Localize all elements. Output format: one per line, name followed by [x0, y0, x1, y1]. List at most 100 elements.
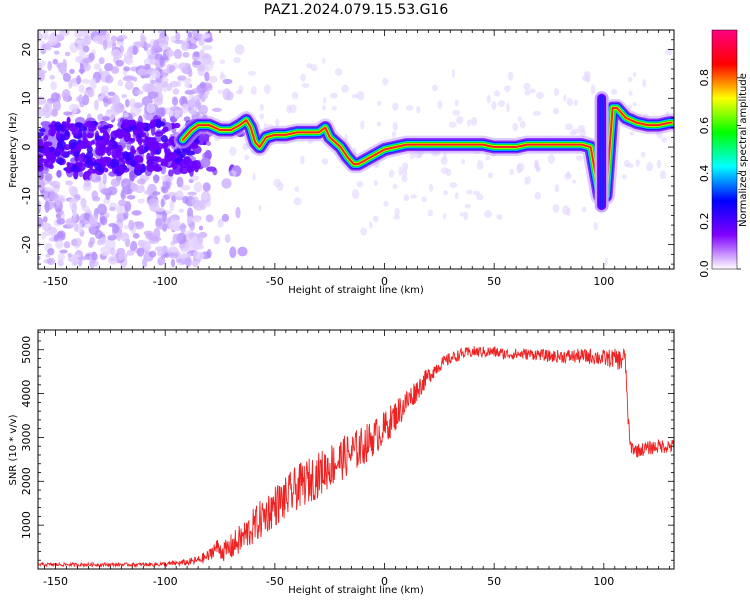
- y-tick-label: 10: [20, 91, 33, 105]
- noise-blob: [47, 60, 53, 71]
- noise-blob: [523, 82, 531, 91]
- noise-blob: [198, 225, 204, 231]
- noise-blob: [629, 131, 635, 136]
- noise-blob: [82, 131, 87, 141]
- y-tick-label: 1000: [20, 511, 33, 539]
- x-tick-label: -100: [153, 575, 178, 588]
- noise-blob: [506, 102, 510, 113]
- x-tick-label: -150: [43, 275, 68, 288]
- noise-blob: [169, 105, 181, 112]
- noise-blob: [148, 250, 157, 258]
- noise-blob: [132, 45, 138, 55]
- noise-blob: [38, 255, 41, 261]
- noise-blob: [173, 39, 184, 44]
- noise-blob: [102, 39, 108, 51]
- noise-blob: [38, 138, 44, 149]
- noise-blob: [534, 163, 538, 168]
- noise-blob: [306, 63, 313, 69]
- noise-blob: [219, 74, 227, 80]
- noise-blob: [148, 198, 159, 208]
- noise-blob: [38, 217, 44, 228]
- noise-blob: [55, 239, 64, 250]
- noise-blob: [169, 200, 175, 212]
- y-tick-label: 2000: [20, 467, 33, 495]
- spectrogram-y-ticks: -20 -10 0 10 20: [20, 29, 674, 265]
- noise-blob: [512, 122, 518, 132]
- noise-blob: [49, 74, 56, 80]
- colorbar-gradient: [712, 30, 737, 269]
- noise-blob: [401, 162, 409, 171]
- noise-blob: [201, 33, 211, 39]
- noise-blob: [583, 71, 591, 78]
- noise-blob: [165, 49, 175, 58]
- noise-blob: [50, 180, 61, 188]
- noise-blob: [98, 57, 105, 65]
- noise-blob: [219, 59, 226, 64]
- noise-blob: [198, 88, 204, 99]
- noise-blob: [526, 176, 531, 185]
- noise-blob: [137, 198, 145, 204]
- noise-blob: [115, 147, 122, 157]
- noise-blob: [161, 185, 169, 194]
- noise-blob: [524, 89, 531, 96]
- noise-blob: [217, 89, 225, 94]
- noise-blob: [71, 237, 83, 247]
- noise-blob: [341, 84, 349, 93]
- noise-blob: [569, 130, 576, 136]
- noise-blob: [534, 191, 542, 200]
- noise-blob: [190, 175, 199, 181]
- noise-blob: [491, 101, 497, 111]
- noise-blob: [401, 175, 408, 183]
- noise-blob: [42, 30, 49, 41]
- noise-blob: [331, 106, 338, 111]
- noise-blob: [330, 92, 339, 99]
- noise-blob: [126, 249, 135, 256]
- noise-blob: [86, 132, 94, 139]
- noise-blob: [566, 207, 571, 217]
- noise-blob: [116, 231, 122, 242]
- ridge-band: [181, 107, 673, 197]
- noise-blob: [507, 71, 514, 81]
- noise-blob: [52, 187, 60, 193]
- noise-blob: [172, 233, 180, 244]
- noise-blob: [99, 127, 104, 134]
- noise-blob: [323, 97, 327, 104]
- snr-series-line: [38, 346, 674, 569]
- noise-blob: [129, 244, 135, 251]
- noise-blob: [454, 192, 459, 200]
- noise-blob: [43, 230, 53, 237]
- noise-blob: [105, 74, 114, 84]
- noise-blob: [590, 84, 596, 95]
- noise-blob: [63, 241, 71, 249]
- noise-blob: [229, 246, 237, 259]
- noise-blob: [97, 146, 105, 156]
- noise-blob: [187, 31, 193, 38]
- y-tick-label: -20: [20, 236, 33, 254]
- noise-blob: [532, 110, 541, 116]
- x-tick-label: 100: [593, 575, 614, 588]
- snr-y-axis-label: SNR (10 * v/v): [8, 414, 19, 485]
- noise-blob: [69, 198, 77, 211]
- noise-blob: [64, 180, 74, 186]
- noise-blob: [610, 88, 618, 95]
- noise-blob: [392, 183, 398, 190]
- noise-blob: [39, 158, 49, 164]
- noise-blob: [105, 141, 115, 146]
- noise-blob: [53, 234, 59, 242]
- noise-blob: [77, 256, 88, 261]
- noise-blob: [351, 189, 360, 200]
- noise-blob: [552, 107, 560, 115]
- noise-blob: [497, 100, 505, 108]
- noise-blob: [137, 138, 143, 146]
- noise-blob: [66, 161, 71, 167]
- noise-blob: [455, 115, 464, 125]
- noise-blob: [107, 255, 118, 265]
- noise-blob: [81, 139, 86, 146]
- noise-blob: [160, 72, 169, 78]
- noise-blob: [150, 79, 157, 85]
- noise-blob: [161, 81, 169, 88]
- noise-blob: [156, 207, 165, 212]
- noise-blob: [76, 56, 84, 62]
- spectrogram-x-axis-label: Height of straight line (km): [288, 285, 424, 296]
- noise-blob: [454, 99, 459, 107]
